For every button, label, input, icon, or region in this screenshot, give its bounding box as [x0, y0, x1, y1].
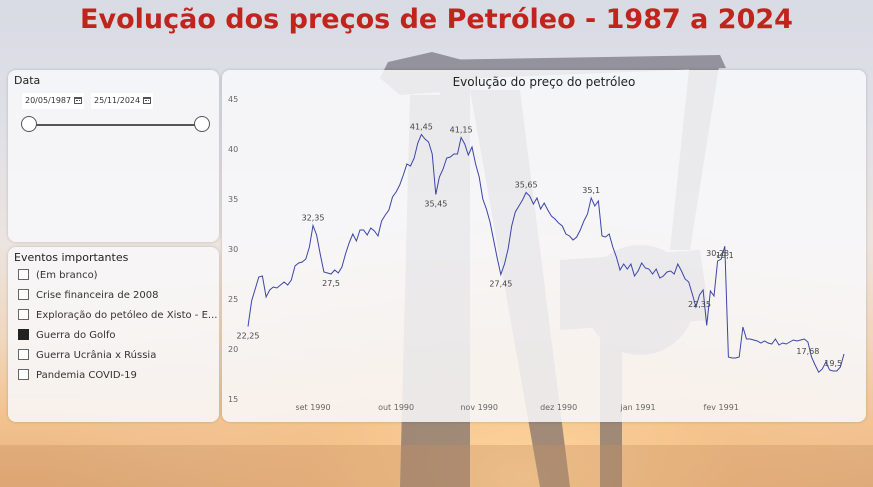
price-line-chart[interactable]: 15 20 25 30 35 40 45 set 1990 out 1990 nov 1990 de… [222, 70, 866, 422]
data-label: 41,15 [450, 126, 473, 135]
end-date-value: 25/11/2024 [94, 96, 141, 105]
page-title: Evolução dos preços de Petróleo - 1987 a… [80, 4, 793, 35]
data-label: 19,1 [716, 251, 734, 260]
y-axis-tick-label: 35 [228, 195, 238, 204]
event-option[interactable]: Guerra Ucrânia x Rússia [18, 348, 156, 364]
start-date-input[interactable]: 20/05/1987 [22, 93, 84, 109]
data-label: 35,65 [515, 181, 538, 190]
event-option-label: Exploração do petóleo de Xisto - E... [36, 310, 218, 321]
date-range-start-handle[interactable] [21, 116, 37, 132]
calendar-icon[interactable] [143, 97, 151, 104]
start-date-value: 20/05/1987 [25, 96, 72, 105]
x-axis-tick-label: out 1990 [378, 403, 414, 412]
data-label: 17,68 [796, 347, 819, 356]
y-axis-tick-label: 25 [228, 295, 238, 304]
checkbox[interactable] [18, 288, 29, 300]
data-label: 30,28 [706, 249, 729, 258]
chart-title: Evolução do preço do petróleo [452, 75, 636, 89]
checkbox[interactable] [18, 368, 29, 380]
checkbox[interactable] [18, 308, 29, 320]
checkbox[interactable] [18, 348, 29, 360]
calendar-icon[interactable] [74, 97, 82, 104]
data-label: 27,45 [489, 280, 512, 289]
data-label: 35,1 [582, 186, 600, 195]
data-label: 22,35 [688, 300, 711, 309]
price-series-line[interactable] [247, 133, 845, 374]
date-range-end-handle[interactable] [194, 116, 210, 132]
y-axis-tick-label: 45 [228, 95, 238, 104]
y-axis-tick-label: 20 [228, 345, 238, 354]
checkbox[interactable] [18, 268, 29, 280]
end-date-input[interactable]: 25/11/2024 [91, 93, 153, 109]
event-option[interactable]: Exploração do petóleo de Xisto - E... [18, 308, 217, 324]
x-axis-tick-label: jan 1991 [620, 403, 656, 412]
event-option[interactable]: Crise financeira de 2008 [18, 288, 159, 304]
data-label: 41,45 [410, 123, 433, 132]
events-filter-panel: Eventos importantes (Em branco) Crise fi… [8, 247, 219, 422]
date-range-slider-track[interactable] [29, 124, 204, 126]
x-axis-tick-label: dez 1990 [540, 403, 577, 412]
data-label: 32,35 [302, 214, 325, 223]
data-label: 19,5 [824, 359, 842, 368]
x-axis-tick-label: nov 1990 [460, 403, 498, 412]
y-axis-tick-label: 15 [228, 395, 238, 404]
data-label: 22,25 [237, 332, 260, 341]
event-option[interactable]: (Em branco) [18, 268, 98, 284]
x-axis-tick-label: fev 1991 [704, 403, 739, 412]
event-option[interactable]: Pandemia COVID-19 [18, 368, 137, 384]
price-chart-panel: Evolução do preço do petróleo 15 20 25 30 35… [222, 70, 866, 422]
date-filter-title: Data [14, 74, 41, 87]
y-axis-tick-label: 30 [228, 245, 238, 254]
events-filter-title: Eventos importantes [14, 251, 129, 264]
x-axis-tick-label: set 1990 [295, 403, 330, 412]
data-label: 35,45 [424, 200, 447, 209]
date-filter-panel: Data 20/05/1987 25/11/2024 [8, 70, 219, 242]
data-label: 27,5 [322, 279, 340, 288]
event-option-label: Guerra do Golfo [36, 330, 116, 341]
event-option[interactable]: Guerra do Golfo [18, 328, 116, 344]
event-option-label: (Em branco) [36, 270, 98, 281]
event-option-label: Guerra Ucrânia x Rússia [36, 350, 157, 361]
event-option-label: Pandemia COVID-19 [36, 370, 137, 381]
y-axis-tick-label: 40 [228, 145, 238, 154]
checkbox-checked[interactable] [18, 328, 29, 340]
event-option-label: Crise financeira de 2008 [36, 290, 159, 301]
